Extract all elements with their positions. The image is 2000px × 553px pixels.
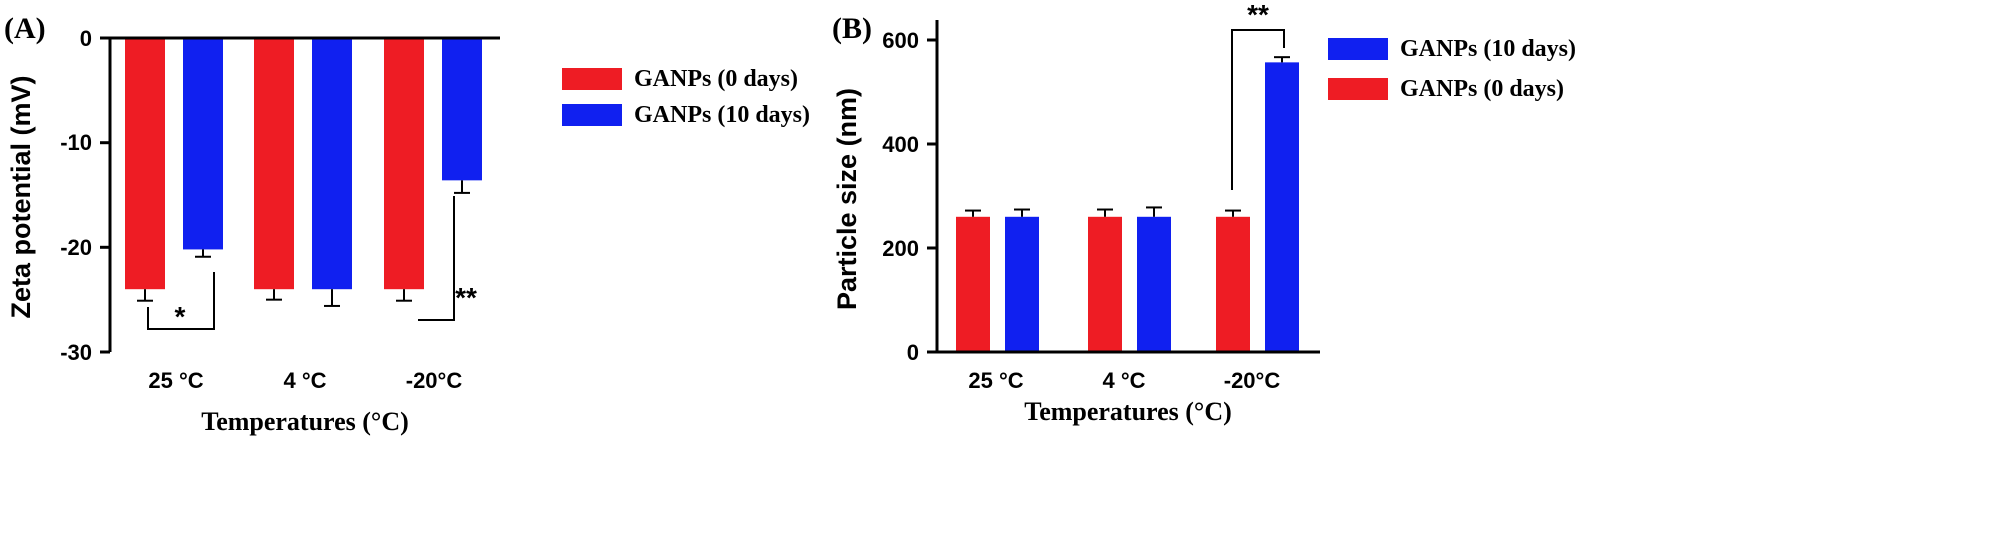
panel-a-significance: * ** xyxy=(147,196,477,332)
bar-gnps-10-days xyxy=(312,38,352,290)
panel-b-label: (B) xyxy=(832,12,872,45)
bar-gnps-0-days xyxy=(125,38,165,290)
legend-label: GANPs (10 days) xyxy=(1400,36,1576,62)
bar-gnps-0-days xyxy=(956,216,990,352)
panel-a-x-tick-label: 25 °C xyxy=(148,368,203,393)
legend-label: GANPs (0 days) xyxy=(1400,76,1564,102)
significance-marker: ** xyxy=(455,282,477,313)
bar-gnps-10-days xyxy=(442,38,482,181)
bar-gnps-10-days xyxy=(183,38,223,250)
legend-swatch-blue xyxy=(1328,38,1388,60)
panel-a-legend: GANPs (0 days) GANPs (10 days) xyxy=(562,66,810,128)
panel-b-bars xyxy=(956,62,1299,353)
panel-b-error-bars xyxy=(965,56,1290,217)
panel-a-y-tick-label: 0 xyxy=(80,26,92,51)
legend-swatch-red xyxy=(562,68,622,90)
panel-a-x-tick-label: -20°C xyxy=(406,368,463,393)
panel-b-y-tick-label: 200 xyxy=(882,236,919,261)
panel-a-y-tick-label: -20 xyxy=(60,235,92,260)
panel-b-x-axis-title: Temperatures (°C) xyxy=(1024,397,1232,426)
significance-marker: ** xyxy=(1247,0,1269,30)
panel-b-y-tick-label: 600 xyxy=(882,28,919,53)
panel-a-bars xyxy=(125,38,482,290)
panel-a-y-tick-label: -10 xyxy=(60,130,92,155)
bar-gnps-0-days xyxy=(1216,216,1250,352)
bar-gnps-10-days xyxy=(1265,62,1299,353)
legend-swatch-red xyxy=(1328,78,1388,100)
panel-b-legend: GANPs (10 days) GANPs (0 days) xyxy=(1328,36,1576,102)
panel-b-y-tick-label: 400 xyxy=(882,132,919,157)
panel-a-y-axis-title: Zeta potential (mV) xyxy=(6,75,36,318)
panel-a-x-tick-label: 4 °C xyxy=(283,368,326,393)
significance-bracket xyxy=(147,272,215,330)
panel-a-label: (A) xyxy=(4,12,46,45)
panel-b-y-axis-title: Particle size (nm) xyxy=(832,88,862,310)
panel-a: (A) Zeta potential (mV) 0 -10 -20 -30 25… xyxy=(4,12,810,436)
panel-b-y-tick-label: 0 xyxy=(907,340,919,365)
panel-b-significance: ** xyxy=(1231,0,1285,190)
legend-swatch-blue xyxy=(562,104,622,126)
significance-bracket xyxy=(1231,29,1285,190)
panel-a-y-ticks: 0 -10 -20 -30 xyxy=(60,26,110,365)
significance-bracket xyxy=(418,300,455,321)
panel-a-y-tick-label: -30 xyxy=(60,340,92,365)
panel-b-x-tick-label: -20°C xyxy=(1224,368,1281,393)
panel-b-y-ticks: 600 400 200 0 xyxy=(882,28,937,365)
legend-label: GANPs (10 days) xyxy=(634,102,810,128)
panel-b-x-tick-label: 25 °C xyxy=(968,368,1023,393)
bar-gnps-0-days xyxy=(1088,216,1122,352)
bar-gnps-0-days xyxy=(254,38,294,290)
bar-gnps-10-days xyxy=(1005,216,1039,352)
bar-gnps-0-days xyxy=(384,38,424,290)
panel-a-error-bars xyxy=(137,180,470,307)
panel-b: (B) Particle size (nm) 600 400 200 0 25 … xyxy=(832,0,1576,426)
bar-gnps-10-days xyxy=(1137,216,1171,352)
legend-label: GANPs (0 days) xyxy=(634,66,798,92)
panel-b-x-tick-label: 4 °C xyxy=(1102,368,1145,393)
significance-marker: * xyxy=(175,301,186,332)
panel-b-x-tick-labels: 25 °C 4 °C -20°C xyxy=(968,368,1280,393)
panel-a-x-tick-labels: 25 °C 4 °C -20°C xyxy=(148,368,462,393)
panel-a-x-axis-title: Temperatures (°C) xyxy=(201,407,409,436)
